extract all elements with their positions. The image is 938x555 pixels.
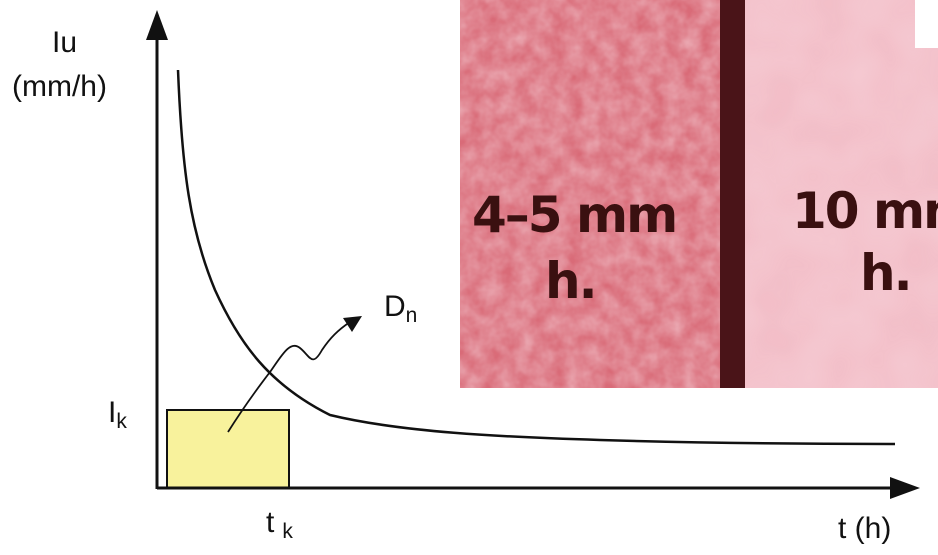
soil-photo: 4–5 mm h. 10 mm h. bbox=[460, 0, 938, 388]
area-box bbox=[167, 410, 289, 488]
y-axis-unit: (mm/h) bbox=[12, 70, 107, 103]
tk-sub: k bbox=[282, 520, 293, 543]
dn-sub: n bbox=[406, 304, 418, 327]
photo-label: 4–5 mm bbox=[472, 186, 676, 244]
photo-label: h. bbox=[545, 252, 596, 310]
ik-label: Ik bbox=[108, 396, 127, 433]
diagram: 4–5 mm h. 10 mm h. Iu (mm/h) Ik Dn tk t … bbox=[0, 0, 938, 555]
y-arrow bbox=[146, 10, 168, 40]
tk-base: t bbox=[266, 506, 275, 539]
dn-label: Dn bbox=[384, 290, 417, 327]
ik-sub: k bbox=[116, 410, 127, 433]
y-axis-label: Iu bbox=[52, 26, 77, 59]
x-arrow bbox=[890, 477, 920, 499]
x-axis-label: t (h) bbox=[838, 512, 891, 545]
ik-base: I bbox=[108, 396, 116, 429]
photo-label: 10 mm bbox=[792, 182, 938, 240]
dn-base: D bbox=[384, 290, 406, 323]
photo-label: h. bbox=[860, 244, 911, 302]
